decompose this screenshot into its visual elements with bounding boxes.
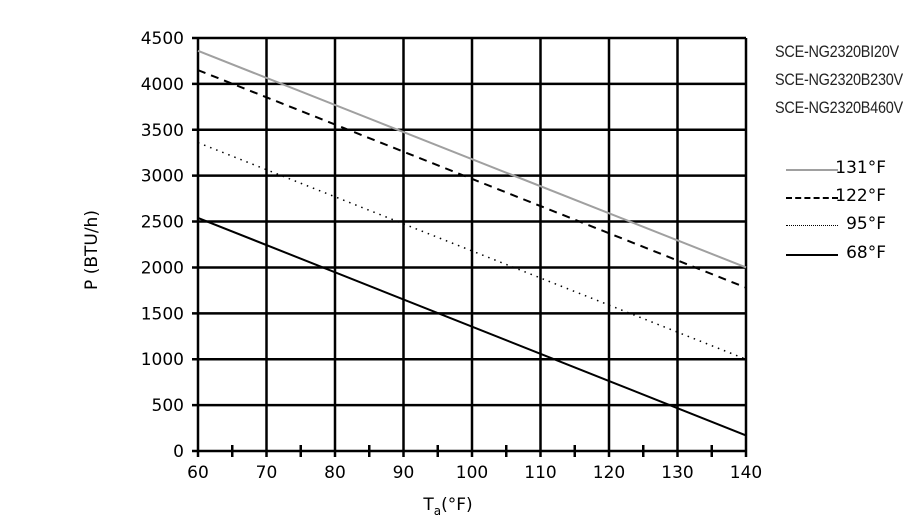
x-tick-label: 80	[324, 463, 346, 483]
legend-label: 131°F	[835, 158, 886, 178]
series-line	[197, 216, 747, 437]
y-tick-label: 1500	[141, 304, 184, 324]
legend-swatch-solid-gray	[786, 169, 838, 171]
y-tick-label: 2500	[141, 213, 184, 233]
x-tick-label: 120	[593, 463, 625, 483]
legend-item: 68°F	[786, 243, 906, 265]
legend-swatch-dotted	[786, 225, 838, 226]
legend-label: 95°F	[846, 214, 886, 234]
y-tick-label: 3000	[141, 167, 184, 187]
series-line	[197, 141, 747, 360]
legend-swatch-dashed	[786, 197, 838, 199]
x-tick-label: 90	[393, 463, 415, 483]
model-label: SCE-NG2320B230V	[775, 70, 903, 89]
legend-item: 131°F	[786, 158, 906, 180]
y-axis-tick-labels: 0 500 1000 1500 2000 2500 3000 3500 4000 4500	[141, 29, 184, 462]
x-tick-label: 110	[524, 463, 556, 483]
y-axis-title: P (BTU/h)	[82, 210, 102, 290]
model-label: SCE-NG2320B460V	[775, 98, 903, 117]
model-label: SCE-NG2320BI20V	[775, 42, 899, 61]
legend-item: 122°F	[786, 186, 906, 208]
legend-swatch-solid-black	[786, 254, 838, 256]
y-tick-label: 500	[152, 396, 184, 416]
x-tick-label: 130	[661, 463, 693, 483]
x-axis-title: Ta(°F)	[422, 495, 472, 518]
legend-item: 95°F	[786, 214, 906, 236]
y-tick-label: 2000	[141, 258, 184, 278]
x-tick-label: 100	[456, 463, 488, 483]
y-tick-label: 1000	[141, 350, 184, 370]
series-line	[197, 49, 747, 269]
y-tick-label: 0	[173, 442, 184, 462]
y-tick-label: 4500	[141, 29, 184, 49]
grid-lines	[192, 36, 748, 457]
series-line	[197, 69, 747, 289]
x-tick-label: 60	[187, 463, 209, 483]
x-tick-label: 70	[256, 463, 278, 483]
legend-label: 122°F	[835, 186, 886, 206]
legend-label: 68°F	[846, 243, 886, 263]
data-series	[197, 49, 747, 437]
x-tick-label: 140	[730, 463, 762, 483]
y-tick-label: 3500	[141, 121, 184, 141]
y-tick-label: 4000	[141, 75, 184, 95]
x-axis-tick-labels: 60 70 80 90 100 110 120 130 140	[187, 463, 762, 483]
